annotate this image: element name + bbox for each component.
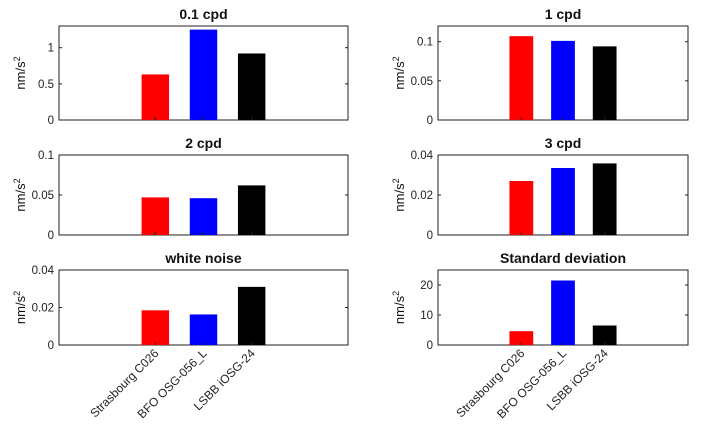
y-tick-label: 0.04 xyxy=(411,150,434,162)
y-axis-label: nm/s2 xyxy=(391,291,407,324)
y-axis-label-unit: nm/s xyxy=(392,295,407,324)
y-axis-label-unit: nm/s xyxy=(13,61,28,90)
y-axis-label-unit: nm/s xyxy=(13,183,28,212)
y-axis-label: nm/s2 xyxy=(12,178,28,211)
bar-bfo-osg-056-l xyxy=(551,168,575,235)
panel-title: 0.1 cpd xyxy=(179,6,227,22)
y-axis-label: nm/s2 xyxy=(12,56,28,89)
panel-title: Standard deviation xyxy=(500,250,626,266)
panel-0.1-cpd: 0.1 cpd nm/s2 0 0.5 1 xyxy=(12,6,349,127)
bar-bfo-osg-056-l xyxy=(189,29,218,120)
y-axis-label: nm/s2 xyxy=(391,178,407,211)
panel-3-cpd: 3 cpd nm/s2 0 0.02 0.04 xyxy=(391,135,689,242)
x-category-label: Strasbourg C026 xyxy=(453,346,527,420)
y-tick-label: 0.1 xyxy=(417,37,433,49)
y-tick-label: 0 xyxy=(427,115,433,127)
panel-1-cpd: 1 cpd nm/s2 0 0.05 0.1 xyxy=(391,6,689,127)
panel-title: 2 cpd xyxy=(185,135,222,151)
y-tick-label: 0.02 xyxy=(32,303,54,315)
y-tick-label: 0.05 xyxy=(411,76,433,88)
bar-bfo-osg-056-l xyxy=(551,280,575,345)
y-axis-label-superscript: 2 xyxy=(391,56,401,61)
panel-title: 1 cpd xyxy=(545,6,582,22)
y-axis-label-superscript: 2 xyxy=(391,291,401,296)
y-tick-label: 1 xyxy=(48,43,54,55)
bar-strasbourg-c026 xyxy=(509,36,534,120)
y-tick-label: 0 xyxy=(48,115,54,127)
y-axis-label-unit: nm/s xyxy=(392,61,407,90)
y-tick-label: 0 xyxy=(48,340,54,352)
panel-title: white noise xyxy=(164,250,241,266)
bar-strasbourg-c026 xyxy=(509,181,534,235)
y-tick-label: 0.05 xyxy=(32,190,54,202)
bar-strasbourg-c026 xyxy=(141,197,170,235)
bar-strasbourg-c026 xyxy=(141,74,170,120)
y-tick-label: 20 xyxy=(420,280,433,292)
y-axis-label-superscript: 2 xyxy=(12,178,22,183)
bar-strasbourg-c026 xyxy=(509,331,534,345)
y-tick-label: 10 xyxy=(420,310,433,322)
panel-title: 3 cpd xyxy=(545,135,582,151)
bar-bfo-osg-056-l xyxy=(551,40,575,121)
y-axis-label-unit: nm/s xyxy=(392,183,407,212)
y-tick-label: 0.04 xyxy=(32,265,55,277)
bar-lsbb-iosg-24 xyxy=(237,286,266,345)
y-axis-label: nm/s2 xyxy=(12,291,28,324)
bar-lsbb-iosg-24 xyxy=(592,325,617,345)
bar-strasbourg-c026 xyxy=(141,310,170,345)
y-tick-label: 0.02 xyxy=(411,190,433,202)
panel-2-cpd: 2 cpd nm/s2 0 0.05 0.1 xyxy=(12,135,349,242)
y-tick-label: 0 xyxy=(48,230,54,242)
bar-bfo-osg-056-l xyxy=(189,314,218,345)
y-tick-label: 0.5 xyxy=(38,79,54,91)
y-axis-label-superscript: 2 xyxy=(12,56,22,61)
bar-lsbb-iosg-24 xyxy=(592,163,617,235)
bar-lsbb-iosg-24 xyxy=(237,53,266,120)
bar-bfo-osg-056-l xyxy=(189,198,218,235)
bar-lsbb-iosg-24 xyxy=(592,46,617,120)
y-axis-label-superscript: 2 xyxy=(12,291,22,296)
y-tick-label: 0 xyxy=(427,230,433,242)
y-axis-label-unit: nm/s xyxy=(13,295,28,324)
y-axis-label-superscript: 2 xyxy=(391,178,401,183)
bar-lsbb-iosg-24 xyxy=(237,185,266,235)
y-axis-label: nm/s2 xyxy=(391,56,407,89)
y-tick-label: 0.1 xyxy=(38,150,54,162)
y-tick-label: 0 xyxy=(427,340,433,352)
